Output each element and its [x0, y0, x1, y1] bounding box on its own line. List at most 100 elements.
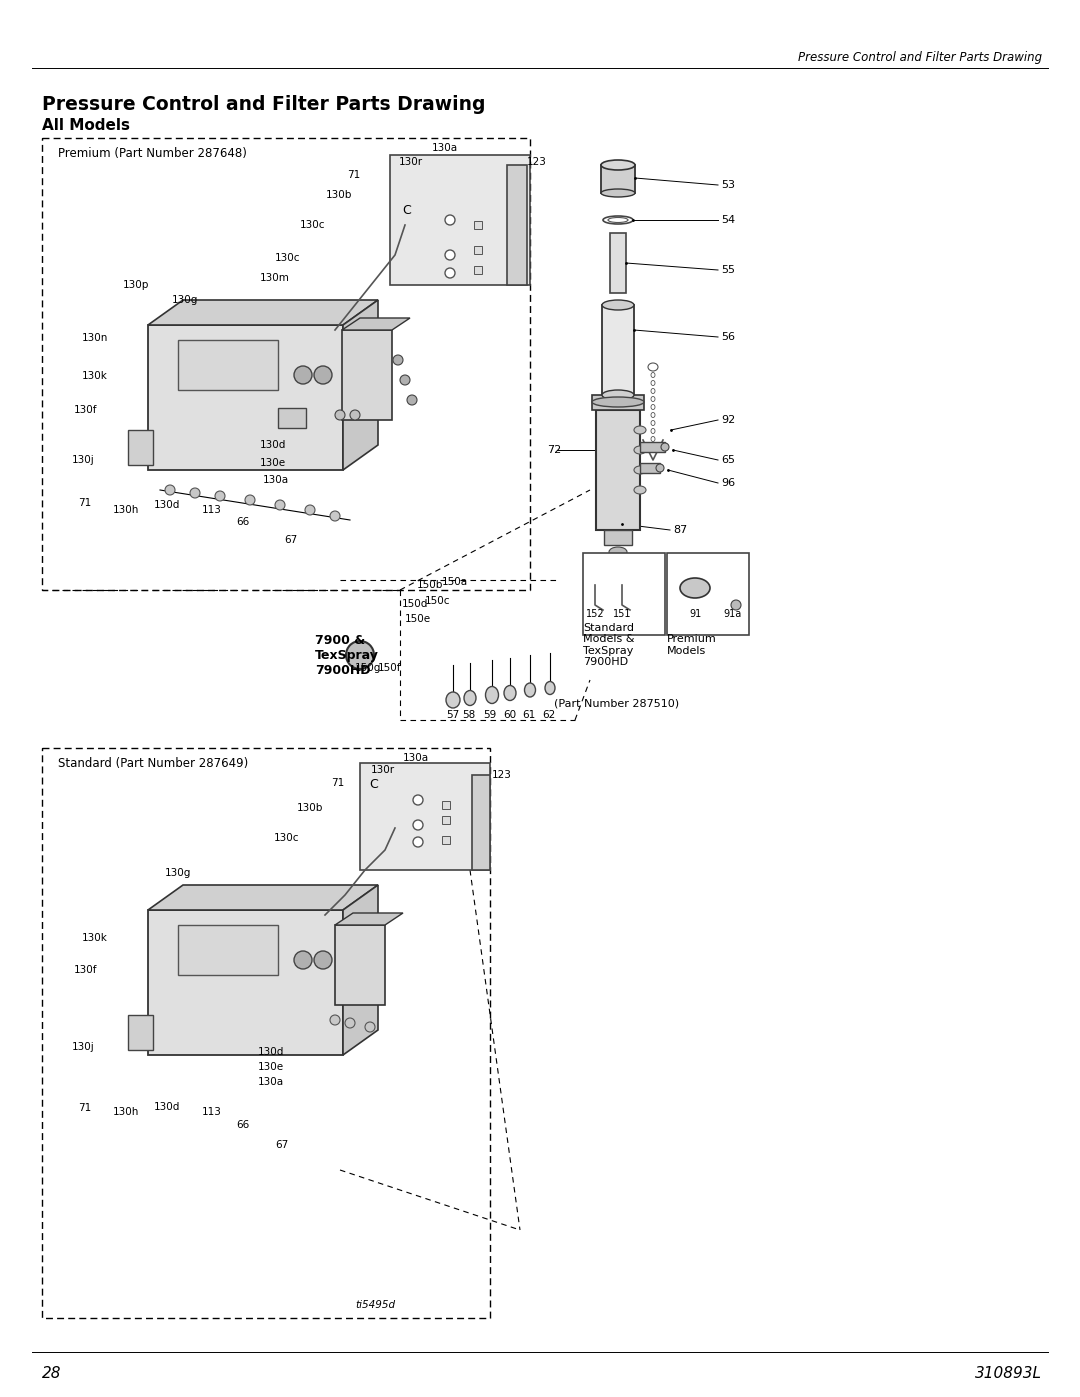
Text: 130p: 130p: [123, 279, 149, 291]
Polygon shape: [148, 300, 378, 326]
Bar: [360, 763, 490, 870]
Text: 91a: 91a: [723, 609, 741, 619]
Text: 130h: 130h: [113, 1106, 139, 1118]
Circle shape: [445, 215, 455, 225]
Text: 71: 71: [78, 1104, 91, 1113]
Text: 150g: 150g: [355, 664, 381, 673]
Text: 130r: 130r: [399, 156, 423, 168]
Bar: [600, 165, 635, 193]
Text: 130j: 130j: [72, 455, 95, 465]
Text: 130b: 130b: [297, 803, 323, 813]
Text: Standard
Models &
TexSpray
7900HD: Standard Models & TexSpray 7900HD: [583, 623, 635, 668]
Text: 130g: 130g: [172, 295, 199, 305]
Text: 151: 151: [612, 609, 631, 619]
Ellipse shape: [634, 486, 646, 495]
Text: 55: 55: [721, 265, 735, 275]
Text: 130j: 130j: [72, 1042, 95, 1052]
Text: 130f: 130f: [75, 405, 97, 415]
Circle shape: [245, 495, 255, 504]
Bar: [148, 326, 343, 469]
Bar: [667, 553, 750, 636]
Text: 130b: 130b: [326, 190, 352, 200]
Text: 130a: 130a: [264, 475, 289, 485]
Bar: [583, 553, 665, 636]
Text: 130f: 130f: [75, 965, 97, 975]
Text: 113: 113: [202, 1106, 221, 1118]
Bar: [178, 339, 278, 390]
Circle shape: [445, 268, 455, 278]
Text: 54: 54: [721, 215, 735, 225]
Circle shape: [407, 395, 417, 405]
Text: 60: 60: [503, 710, 516, 719]
Ellipse shape: [608, 218, 627, 222]
Text: 130a: 130a: [403, 753, 429, 763]
Ellipse shape: [600, 161, 635, 170]
Ellipse shape: [464, 690, 476, 705]
Circle shape: [190, 488, 200, 497]
Ellipse shape: [634, 446, 646, 454]
Text: Pressure Control and Filter Parts Drawing: Pressure Control and Filter Parts Drawin…: [42, 95, 486, 113]
Text: Pressure Control and Filter Parts Drawing: Pressure Control and Filter Parts Drawin…: [798, 52, 1042, 64]
Ellipse shape: [656, 464, 664, 472]
Ellipse shape: [602, 390, 634, 400]
Polygon shape: [335, 914, 403, 925]
Text: 130r: 130r: [370, 766, 395, 775]
Text: 130d: 130d: [258, 1046, 284, 1058]
Polygon shape: [148, 886, 378, 909]
Ellipse shape: [486, 686, 499, 704]
Circle shape: [400, 374, 410, 386]
Bar: [592, 395, 644, 409]
Text: 130d: 130d: [260, 440, 286, 450]
Bar: [129, 1016, 153, 1051]
Polygon shape: [343, 886, 378, 1055]
Text: 130a: 130a: [432, 142, 458, 154]
Text: 130e: 130e: [258, 1062, 284, 1071]
Ellipse shape: [609, 548, 627, 557]
Bar: [640, 462, 660, 474]
Circle shape: [330, 511, 340, 521]
Ellipse shape: [504, 686, 516, 700]
Text: 130g: 130g: [165, 868, 191, 877]
Text: 72: 72: [546, 446, 562, 455]
Bar: [278, 408, 306, 427]
Circle shape: [215, 490, 225, 502]
Circle shape: [731, 599, 741, 610]
Bar: [442, 835, 450, 844]
Text: 130d: 130d: [154, 500, 180, 510]
Ellipse shape: [545, 682, 555, 694]
Bar: [178, 925, 278, 975]
Text: 150b: 150b: [417, 580, 443, 590]
Circle shape: [350, 409, 360, 420]
Text: 113: 113: [202, 504, 221, 515]
Circle shape: [413, 795, 423, 805]
Ellipse shape: [680, 578, 710, 598]
Text: 130m: 130m: [260, 272, 289, 284]
Text: 130c: 130c: [274, 833, 300, 842]
Circle shape: [305, 504, 315, 515]
Text: 92: 92: [721, 415, 735, 425]
Text: 59: 59: [484, 710, 497, 719]
Circle shape: [275, 500, 285, 510]
Text: All Models: All Models: [42, 119, 130, 134]
Bar: [507, 165, 527, 285]
Text: 87: 87: [673, 525, 687, 535]
Bar: [335, 925, 384, 1004]
Text: 130c: 130c: [275, 253, 300, 263]
Text: 310893L: 310893L: [975, 1365, 1042, 1380]
Circle shape: [294, 366, 312, 384]
Polygon shape: [342, 319, 410, 330]
Circle shape: [294, 951, 312, 970]
Text: 130a: 130a: [258, 1077, 284, 1087]
Text: 66: 66: [237, 517, 249, 527]
Ellipse shape: [600, 189, 635, 197]
Bar: [596, 409, 640, 529]
Bar: [42, 138, 530, 590]
Text: 123: 123: [492, 770, 512, 780]
Bar: [640, 441, 665, 453]
Ellipse shape: [634, 426, 646, 434]
Ellipse shape: [602, 300, 634, 310]
Bar: [610, 233, 626, 293]
Circle shape: [335, 409, 345, 420]
Text: 67: 67: [275, 1140, 288, 1150]
Text: 150d: 150d: [402, 599, 428, 609]
